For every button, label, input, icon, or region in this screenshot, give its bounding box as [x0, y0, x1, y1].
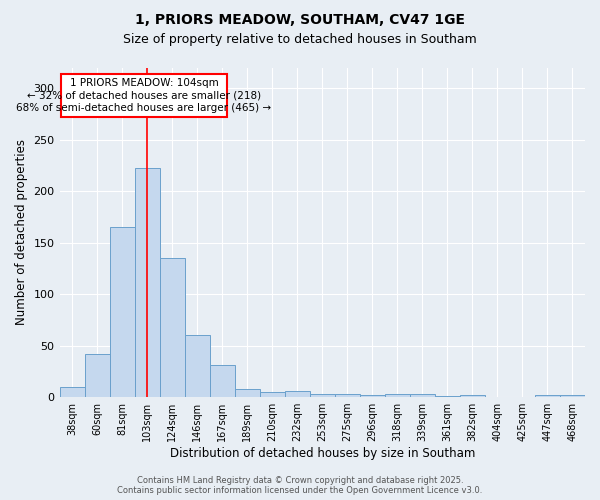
Text: Contains HM Land Registry data © Crown copyright and database right 2025.
Contai: Contains HM Land Registry data © Crown c…	[118, 476, 482, 495]
Bar	[160, 258, 185, 397]
Bar	[260, 392, 285, 397]
X-axis label: Distribution of detached houses by size in Southam: Distribution of detached houses by size …	[170, 447, 475, 460]
FancyBboxPatch shape	[61, 74, 227, 117]
Bar	[560, 395, 585, 397]
Bar	[85, 354, 110, 397]
Bar	[134, 168, 160, 397]
Bar	[360, 395, 385, 397]
Bar	[59, 387, 85, 397]
Text: 1 PRIORS MEADOW: 104sqm: 1 PRIORS MEADOW: 104sqm	[70, 78, 218, 88]
Text: 1, PRIORS MEADOW, SOUTHAM, CV47 1GE: 1, PRIORS MEADOW, SOUTHAM, CV47 1GE	[135, 12, 465, 26]
Bar	[385, 394, 410, 397]
Text: Size of property relative to detached houses in Southam: Size of property relative to detached ho…	[123, 32, 477, 46]
Bar	[310, 394, 335, 397]
Text: 68% of semi-detached houses are larger (465) →: 68% of semi-detached houses are larger (…	[16, 102, 272, 113]
Bar	[435, 396, 460, 397]
Bar	[460, 395, 485, 397]
Text: ← 32% of detached houses are smaller (218): ← 32% of detached houses are smaller (21…	[27, 90, 261, 100]
Bar	[209, 365, 235, 397]
Bar	[185, 336, 209, 397]
Bar	[410, 394, 435, 397]
Bar	[235, 389, 260, 397]
Bar	[335, 394, 360, 397]
Bar	[285, 391, 310, 397]
Bar	[535, 395, 560, 397]
Bar	[110, 227, 134, 397]
Y-axis label: Number of detached properties: Number of detached properties	[15, 140, 28, 326]
